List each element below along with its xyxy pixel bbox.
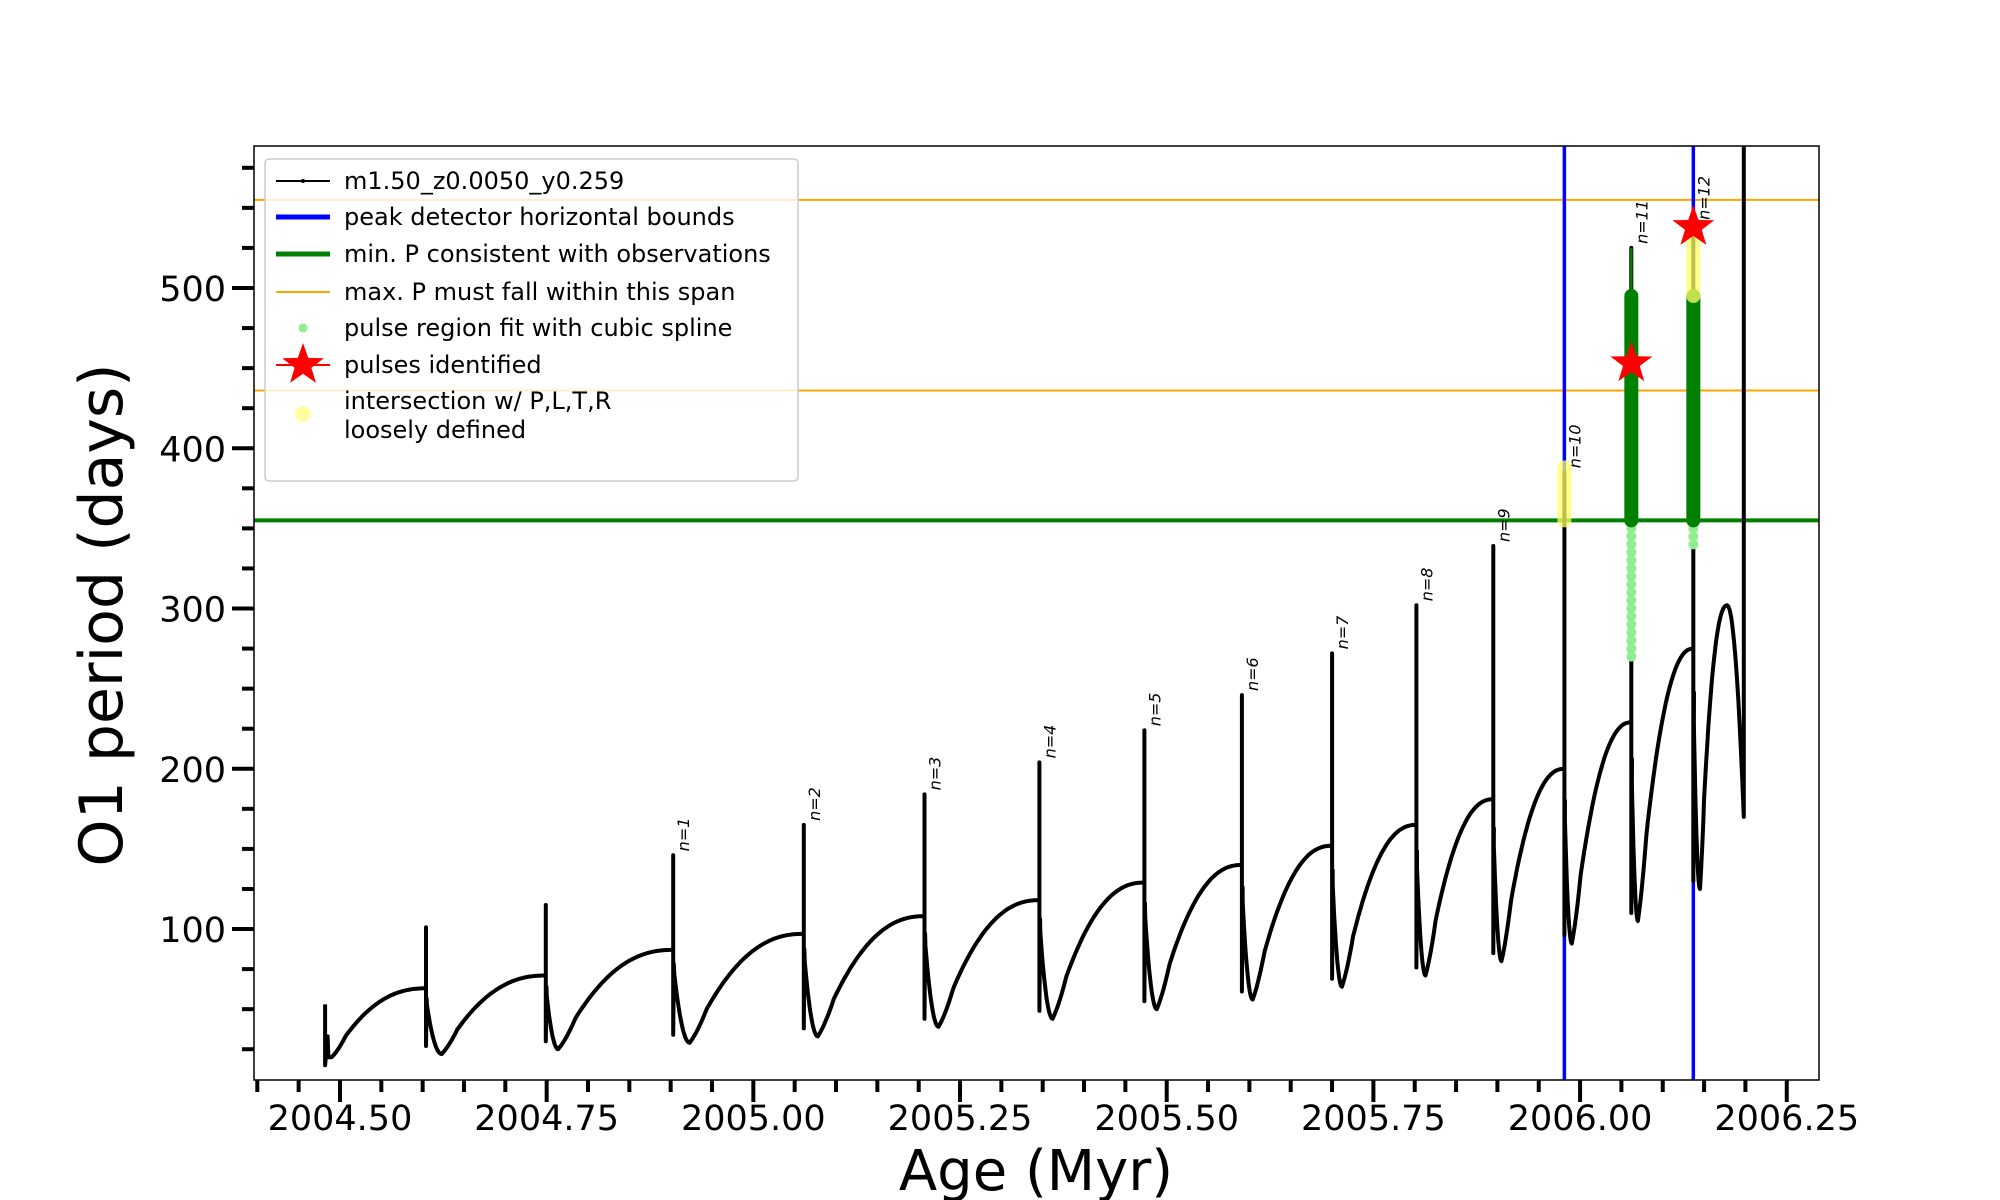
spline-point-light [1626, 619, 1637, 630]
spline-point-light [1626, 531, 1637, 542]
spline-point-light [1626, 627, 1637, 638]
track-line [323, 146, 1746, 1068]
y-axis-label: O1 period (days) [67, 363, 137, 866]
pulse-label: n=5 [1145, 693, 1164, 727]
legend-dot-icon [295, 406, 311, 422]
x-tick-label: 2006.00 [1508, 1099, 1653, 1139]
spline-point-light [1626, 547, 1637, 558]
spline-point-light [1626, 571, 1637, 582]
legend-label: pulses identified [344, 351, 542, 379]
legend-box [264, 158, 799, 482]
ticks: 2004.50 2004.75 2005.00 2005.25 2005.50 2005.… [159, 165, 1859, 1139]
pulse-label: n=9 [1494, 508, 1513, 542]
spline-point-light [1626, 603, 1637, 614]
y-tick-label: 100 [159, 911, 226, 951]
y-tick-label: 500 [159, 270, 226, 310]
spline-point-light [1626, 635, 1637, 646]
spline-point-light [1688, 531, 1699, 542]
pulse-label: n=12 [1694, 176, 1713, 220]
pulse-label: n=11 [1632, 200, 1651, 244]
spline-point-light [1626, 579, 1637, 590]
spline-point-light [1688, 539, 1699, 550]
pulse-label: n=2 [805, 787, 824, 821]
legend-label: min. P consistent with observations [344, 240, 771, 268]
spline-point-light [1626, 611, 1637, 622]
x-tick-label: 2006.25 [1714, 1099, 1859, 1139]
pulse-label: n=4 [1040, 725, 1059, 759]
pulse-identified-star [1672, 205, 1715, 245]
plot-area: n=1 n=2 n=3 n=4 n=5 n=6 n=7 n=8 n=9 n=10 n=11 n=12 [254, 146, 1819, 1080]
pulse-identified-star [1610, 341, 1653, 382]
legend-label: m1.50_z0.0050_y0.259 [344, 167, 624, 195]
y-tick-label: 400 [159, 430, 226, 470]
y-tick-label: 300 [159, 591, 226, 631]
pulse-label: n=7 [1333, 615, 1352, 650]
legend-label-line2: loosely defined [344, 416, 526, 444]
spline-point-light [1626, 587, 1637, 598]
y-tick-label: 200 [159, 751, 226, 791]
spline-point-light [1626, 643, 1637, 654]
x-tick-label: 2004.50 [268, 1099, 413, 1139]
spline-point-light [1626, 595, 1637, 606]
pulse-identified-star [282, 343, 324, 383]
pulse-label: n=8 [1417, 568, 1436, 602]
pulse-label: n=10 [1565, 424, 1584, 468]
x-tick-label: 2005.25 [888, 1099, 1033, 1139]
x-tick-label: 2005.50 [1094, 1099, 1239, 1139]
spline-point-light [1626, 651, 1637, 662]
x-axis-label: Age (Myr) [899, 1139, 1173, 1200]
pulse-label: n=3 [925, 757, 944, 791]
legend-track-marker-icon [301, 179, 305, 183]
spline-point-light [1626, 563, 1637, 574]
x-tick-label: 2005.75 [1301, 1099, 1446, 1139]
pulse-label: n=1 [674, 818, 693, 852]
spline-point-light [1626, 555, 1637, 566]
pulse-label: n=6 [1243, 657, 1262, 691]
legend-label: pulse region fit with cubic spline [344, 314, 732, 342]
axes-frame [253, 145, 1820, 1081]
legend-label: peak detector horizontal bounds [344, 203, 735, 231]
legend-dot-icon [298, 323, 308, 333]
spline-point-light [1626, 539, 1637, 550]
x-tick-label: 2004.75 [474, 1099, 619, 1139]
legend-label: max. P must fall within this span [344, 278, 735, 306]
legend-label: intersection w/ P,L,T,R [344, 387, 611, 415]
x-tick-label: 2005.00 [681, 1099, 826, 1139]
